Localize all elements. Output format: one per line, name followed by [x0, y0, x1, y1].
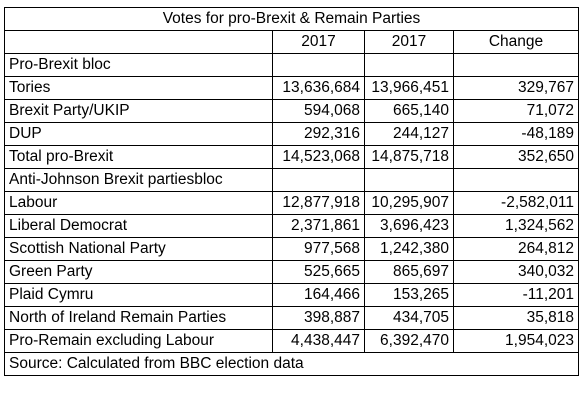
- row-label: Liberal Democrat: [4, 214, 273, 238]
- value-2017-a: 12,877,918: [272, 191, 365, 215]
- table-row: Tories 13,636,684 13,966,451 329,767: [4, 76, 579, 100]
- table-row: North of Ireland Remain Parties 398,887 …: [4, 306, 579, 330]
- value-2017-a: 594,068: [272, 99, 365, 123]
- value-2017-b: 865,697: [364, 260, 454, 284]
- value-2017-b: 6,392,470: [364, 329, 454, 353]
- value-2017-b: [364, 168, 454, 192]
- value-2017-a: 13,636,684: [272, 76, 365, 100]
- header-year-1: 2017: [272, 30, 365, 54]
- value-2017-b: 1,242,380: [364, 237, 454, 261]
- row-label: Total pro-Brexit: [4, 145, 273, 169]
- header-year-2: 2017: [364, 30, 454, 54]
- value-change: -2,582,011: [453, 191, 579, 215]
- value-2017-a: 292,316: [272, 122, 365, 146]
- row-label: North of Ireland Remain Parties: [4, 306, 273, 330]
- value-2017-b: 10,295,907: [364, 191, 454, 215]
- table-row: Scottish National Party 977,568 1,242,38…: [4, 237, 579, 261]
- row-label: Green Party: [4, 260, 273, 284]
- value-change: [453, 168, 579, 192]
- value-change: 35,818: [453, 306, 579, 330]
- row-label: Brexit Party/UKIP: [4, 99, 273, 123]
- header-label-cell: [4, 30, 273, 54]
- value-change: -48,189: [453, 122, 579, 146]
- value-2017-b: [364, 53, 454, 77]
- table-row: Labour 12,877,918 10,295,907 -2,582,011: [4, 191, 579, 215]
- table-row: Brexit Party/UKIP 594,068 665,140 71,072: [4, 99, 579, 123]
- value-2017-a: 525,665: [272, 260, 365, 284]
- value-change: 340,032: [453, 260, 579, 284]
- value-2017-a: 398,887: [272, 306, 365, 330]
- value-2017-a: [272, 53, 365, 77]
- table-row: Plaid Cymru 164,466 153,265 -11,201: [4, 283, 579, 307]
- votes-table-sheet: Votes for pro-Brexit & Remain Parties 20…: [4, 7, 579, 376]
- table-row: Anti-Johnson Brexit partiesbloc: [4, 168, 579, 192]
- value-2017-b: 244,127: [364, 122, 454, 146]
- value-2017-a: 164,466: [272, 283, 365, 307]
- value-2017-a: 14,523,068: [272, 145, 365, 169]
- value-2017-a: 977,568: [272, 237, 365, 261]
- header-change: Change: [453, 30, 579, 54]
- row-label: Tories: [4, 76, 273, 100]
- row-label: DUP: [4, 122, 273, 146]
- row-label: Plaid Cymru: [4, 283, 273, 307]
- value-2017-b: 14,875,718: [364, 145, 454, 169]
- value-change: 264,812: [453, 237, 579, 261]
- value-change: 1,324,562: [453, 214, 579, 238]
- row-label: Pro-Remain excluding Labour: [4, 329, 273, 353]
- table-row: Green Party 525,665 865,697 340,032: [4, 260, 579, 284]
- table-row: Pro-Remain excluding Labour 4,438,447 6,…: [4, 329, 579, 353]
- value-change: 352,650: [453, 145, 579, 169]
- source-note: Source: Calculated from BBC election dat…: [4, 352, 579, 376]
- value-2017-b: 665,140: [364, 99, 454, 123]
- row-label: Scottish National Party: [4, 237, 273, 261]
- votes-table: Votes for pro-Brexit & Remain Parties 20…: [4, 7, 579, 376]
- value-change: 1,954,023: [453, 329, 579, 353]
- value-2017-b: 153,265: [364, 283, 454, 307]
- value-change: [453, 53, 579, 77]
- value-2017-b: 13,966,451: [364, 76, 454, 100]
- value-change: 329,767: [453, 76, 579, 100]
- row-label: Labour: [4, 191, 273, 215]
- value-change: -11,201: [453, 283, 579, 307]
- row-label: Pro-Brexit bloc: [4, 53, 273, 77]
- table-row: Liberal Democrat 2,371,861 3,696,423 1,3…: [4, 214, 579, 238]
- value-2017-a: 4,438,447: [272, 329, 365, 353]
- value-2017-b: 3,696,423: [364, 214, 454, 238]
- value-2017-b: 434,705: [364, 306, 454, 330]
- table-row: Pro-Brexit bloc: [4, 53, 579, 77]
- table-row: Total pro-Brexit 14,523,068 14,875,718 3…: [4, 145, 579, 169]
- table-row: DUP 292,316 244,127 -48,189: [4, 122, 579, 146]
- value-change: 71,072: [453, 99, 579, 123]
- value-2017-a: [272, 168, 365, 192]
- row-label: Anti-Johnson Brexit partiesbloc: [4, 168, 273, 192]
- table-title: Votes for pro-Brexit & Remain Parties: [4, 7, 579, 31]
- value-2017-a: 2,371,861: [272, 214, 365, 238]
